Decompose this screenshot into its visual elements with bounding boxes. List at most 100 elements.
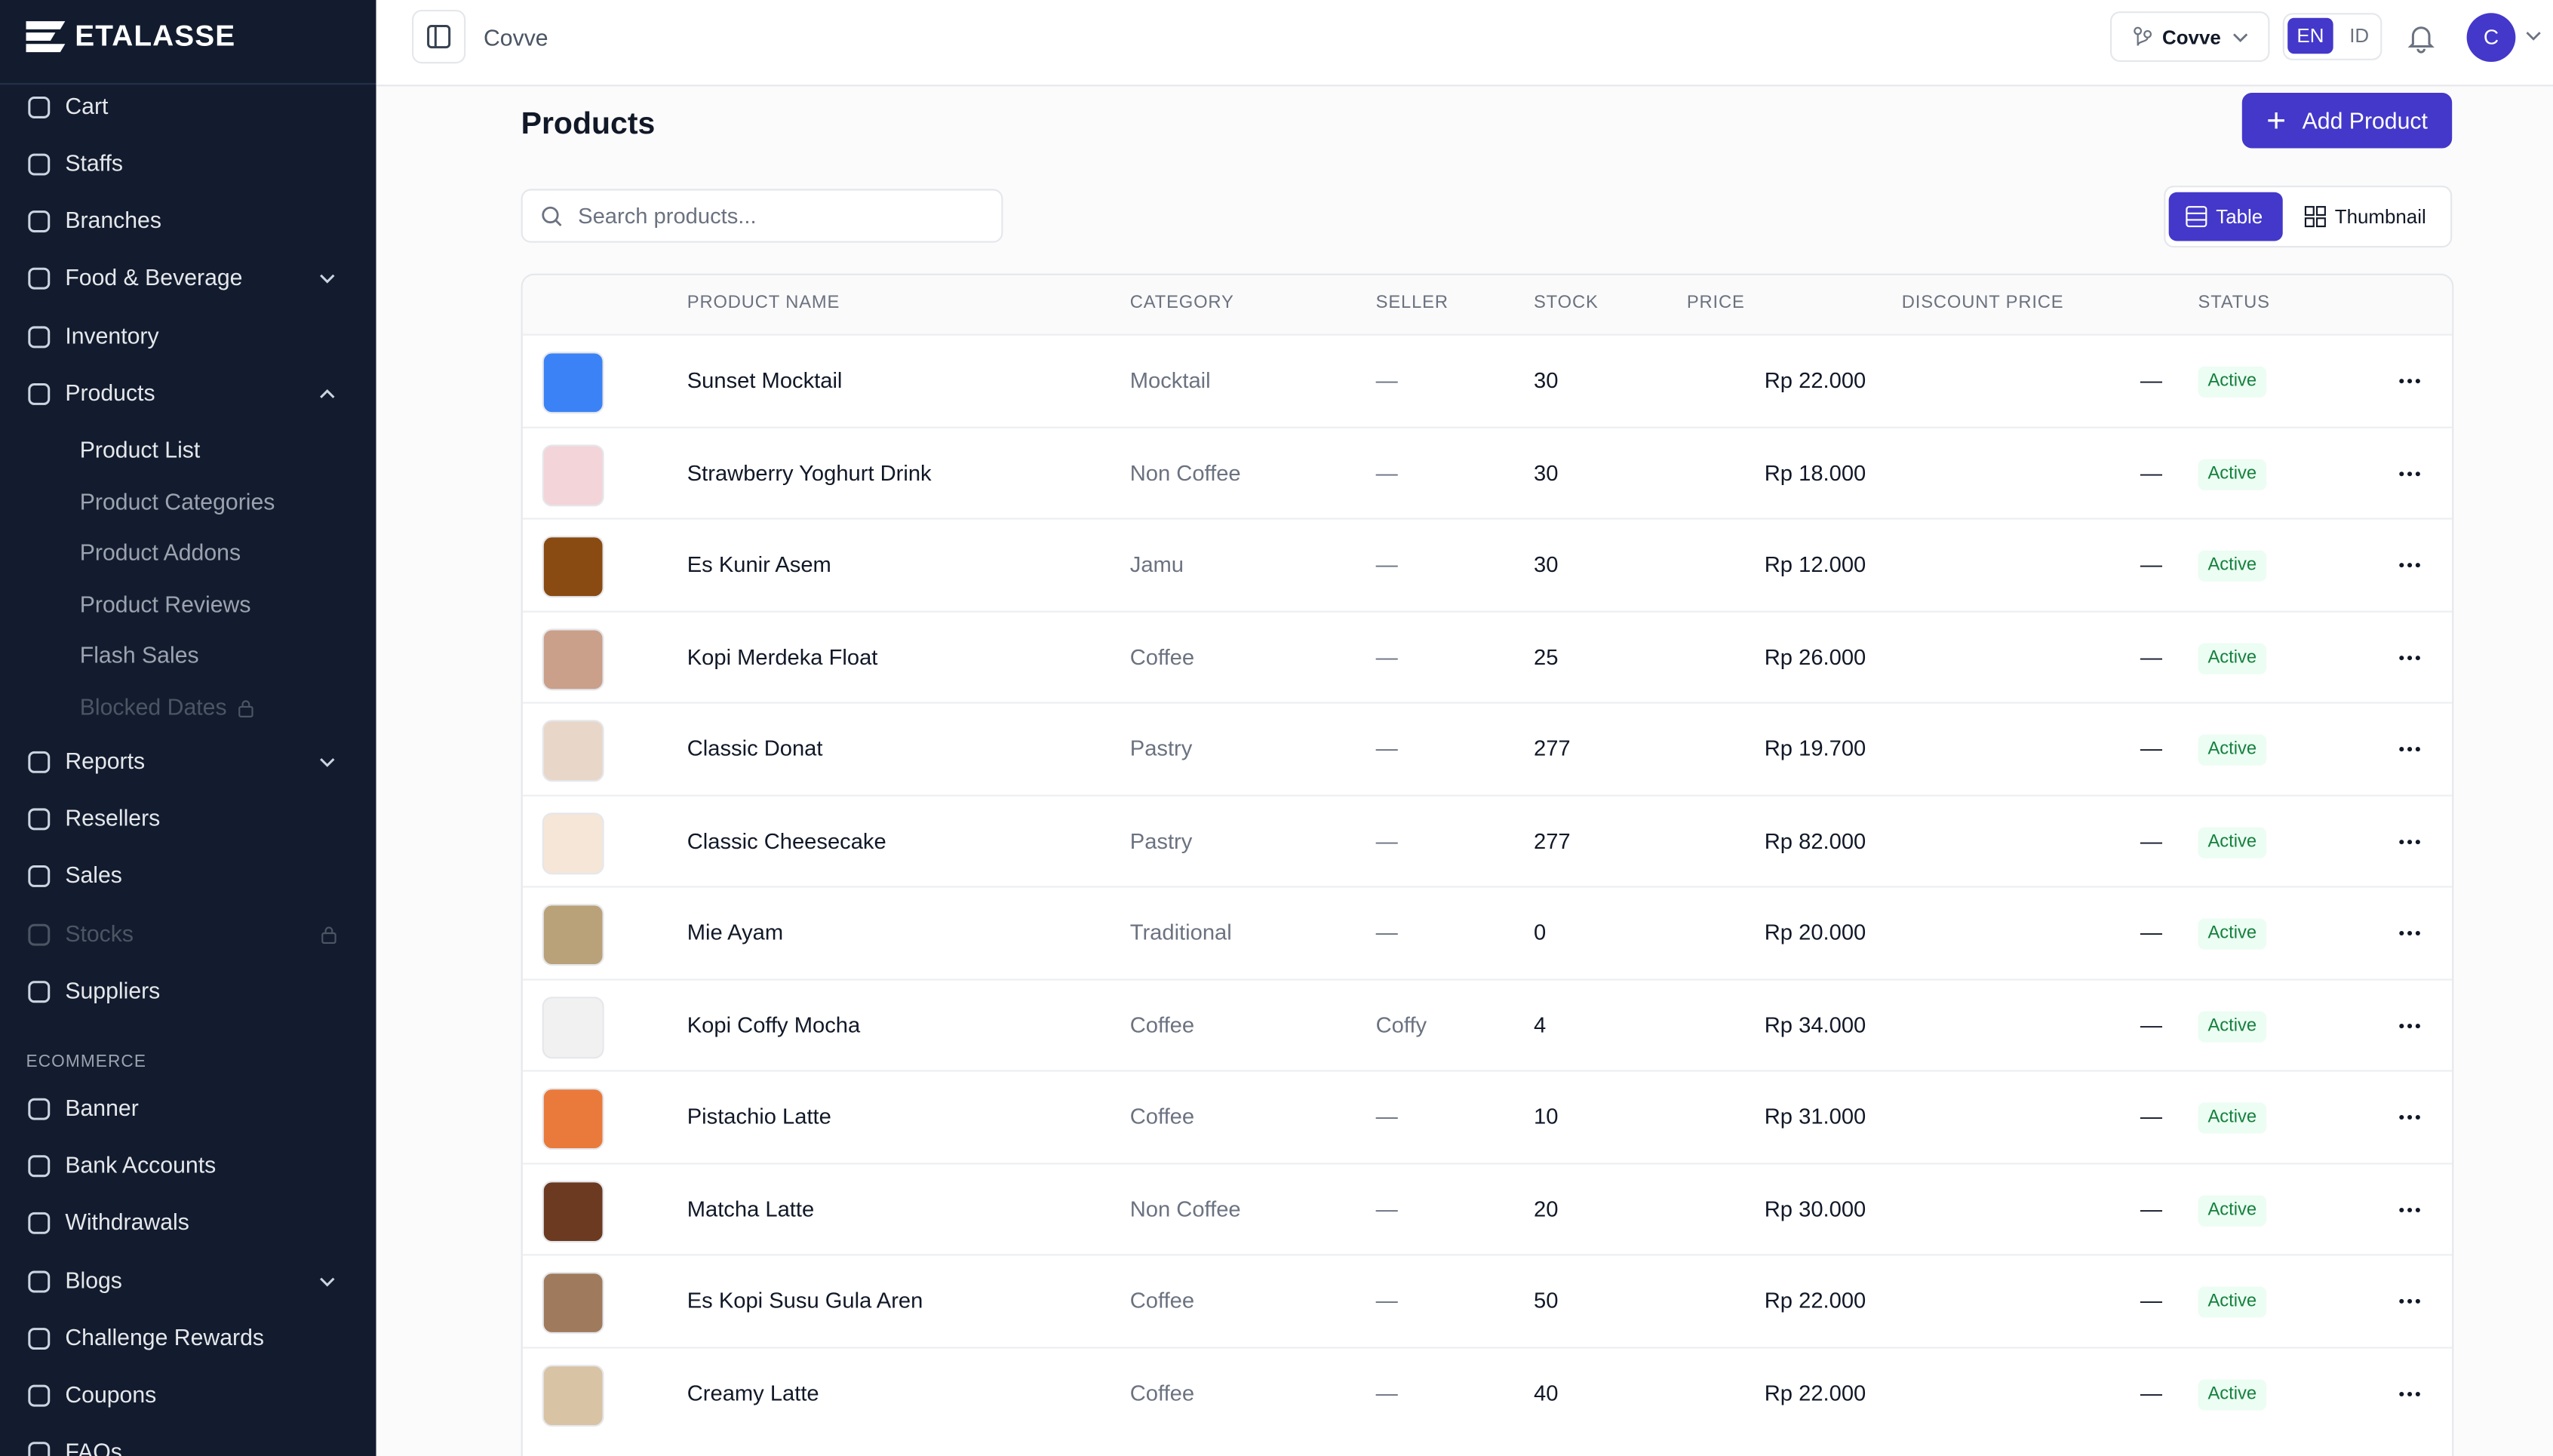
- column-header: CATEGORY: [1129, 293, 1234, 313]
- row-actions[interactable]: [2398, 837, 2421, 846]
- row-actions[interactable]: [2398, 561, 2421, 570]
- table-row[interactable]: Classic Cheesecake Pastry — 277 Rp 82.000 — Ac…: [522, 794, 2453, 887]
- category: Coffee: [1129, 1104, 1195, 1129]
- menu-item[interactable]: Banner: [65, 1094, 139, 1121]
- search-placeholder: Search products...: [578, 203, 757, 229]
- status-badge: Active: [2198, 550, 2267, 582]
- chevron: [320, 389, 335, 398]
- product-name: Creamy Latte: [687, 1380, 819, 1405]
- price: Rp 18.000: [1764, 459, 1866, 485]
- view-option[interactable]: Thumbnail: [2287, 192, 2444, 241]
- topbar: Covve Covve C EN ID: [376, 0, 2553, 87]
- menu-item[interactable]: Coupons: [65, 1381, 157, 1408]
- submenu-item[interactable]: Product List: [79, 436, 201, 463]
- row-actions[interactable]: [2398, 468, 2421, 478]
- icon: [28, 326, 51, 349]
- category: Coffee: [1129, 1288, 1195, 1313]
- seller: —: [1375, 828, 1398, 853]
- status-badge: Active: [2198, 1194, 2267, 1226]
- table-row[interactable]: Sunset Mocktail Mocktail — 30 Rp 22.000 — Acti…: [522, 333, 2453, 428]
- icon: [28, 980, 51, 1003]
- price: Rp 34.000: [1764, 1012, 1866, 1037]
- row-actions[interactable]: [2398, 376, 2421, 386]
- table-row[interactable]: Es Kunir Asem Jamu — 30 Rp 12.000 — Active: [522, 518, 2453, 612]
- language-option[interactable]: ID: [2349, 24, 2370, 48]
- seller: Coffy: [1375, 1012, 1427, 1037]
- discount-price: —: [2140, 1288, 2163, 1313]
- notifications[interactable]: [2405, 21, 2438, 54]
- row-actions[interactable]: [2398, 1204, 2421, 1214]
- submenu-item[interactable]: Flash Sales: [79, 641, 199, 668]
- menu-item[interactable]: Withdrawals: [65, 1209, 189, 1236]
- price: Rp 19.700: [1764, 736, 1866, 761]
- menu-item[interactable]: Sales: [65, 862, 122, 889]
- row-actions[interactable]: [2398, 929, 2421, 938]
- table-row[interactable]: Strawberry Yoghurt Drink Non Coffee — 30 Rp …: [522, 425, 2453, 520]
- status-badge: Active: [2198, 1102, 2267, 1134]
- seller: —: [1375, 1104, 1398, 1129]
- icon: [28, 1442, 51, 1456]
- row-actions[interactable]: [2398, 1388, 2421, 1398]
- product-thumbnail: [542, 1088, 604, 1150]
- menu-item[interactable]: Challenge Rewards: [65, 1323, 265, 1350]
- menu-item[interactable]: Branches: [65, 207, 161, 233]
- product-thumbnail: [542, 352, 604, 414]
- product-thumbnail: [542, 1180, 604, 1243]
- search-input[interactable]: Search products...: [521, 189, 1003, 243]
- product-thumbnail: [542, 444, 604, 506]
- table-row[interactable]: Matcha Latte Non Coffee — 20 Rp 30.000 — Activ…: [522, 1162, 2453, 1255]
- category: Coffee: [1129, 1012, 1195, 1037]
- table-row[interactable]: Kopi Coffy Mocha Coffee Coffy 4 Rp 34.000 — Ac…: [522, 978, 2453, 1071]
- product-thumbnail: [542, 904, 604, 966]
- table-row[interactable]: Kopi Merdeka Float Coffee — 25 Rp 26.000 — Act…: [522, 610, 2453, 703]
- row-actions[interactable]: [2398, 653, 2421, 662]
- menu-item[interactable]: Suppliers: [65, 976, 161, 1003]
- submenu-item[interactable]: Product Reviews: [79, 590, 251, 617]
- table-row[interactable]: Classic Donat Pastry — 277 Rp 19.700 — Active: [522, 702, 2453, 795]
- product-name: Kopi Merdeka Float: [687, 644, 878, 669]
- seller: —: [1375, 736, 1398, 761]
- menu-item[interactable]: Resellers: [65, 804, 161, 831]
- menu-item[interactable]: Bank Accounts: [65, 1151, 217, 1178]
- status-badge: Active: [2198, 1010, 2267, 1042]
- discount-price: —: [2140, 736, 2163, 761]
- stock: 0: [1533, 920, 1547, 945]
- menu-item[interactable]: Cart: [65, 93, 109, 119]
- branch-select[interactable]: Covve: [2109, 11, 2270, 63]
- menu-item[interactable]: Blogs: [65, 1266, 122, 1293]
- stock: 20: [1533, 1196, 1559, 1221]
- view-option[interactable]: Table: [2168, 192, 2283, 241]
- row-actions[interactable]: [2398, 1112, 2421, 1122]
- product-thumbnail: [542, 1364, 604, 1427]
- product-name: Kopi Coffy Mocha: [687, 1012, 861, 1037]
- submenu-item[interactable]: Product Categories: [79, 487, 275, 515]
- menu-item[interactable]: FAQs: [65, 1438, 122, 1456]
- menu-item[interactable]: Products: [65, 379, 155, 406]
- sidebar: ETALASSE Cart Staffs Branches Food & Bevera…: [0, 0, 376, 1456]
- product-thumbnail: [542, 996, 604, 1058]
- table-row[interactable]: Mie Ayam Traditional — 0 Rp 20.000 — Active: [522, 886, 2453, 979]
- menu-item[interactable]: Staffs: [65, 149, 124, 177]
- sidebar-toggle[interactable]: [412, 9, 466, 64]
- menu-item[interactable]: Reports: [65, 747, 146, 774]
- language-option[interactable]: EN: [2287, 17, 2333, 54]
- add-product-button[interactable]: Add Product: [2241, 93, 2453, 149]
- stock: 30: [1533, 551, 1559, 577]
- row-actions[interactable]: [2398, 1021, 2421, 1031]
- menu-item[interactable]: Food & Beverage: [65, 263, 243, 290]
- divider: [0, 83, 376, 85]
- table-header: [522, 275, 2453, 334]
- chevron: [320, 757, 335, 767]
- avatar[interactable]: C: [2466, 13, 2516, 63]
- row-actions[interactable]: [2398, 745, 2421, 754]
- category: Jamu: [1129, 551, 1184, 577]
- table-row[interactable]: Pistachio Latte Coffee — 10 Rp 31.000 — Active: [522, 1070, 2453, 1163]
- table-row[interactable]: Creamy Latte Coffee — 40 Rp 22.000 — Active: [522, 1346, 2453, 1439]
- submenu-item[interactable]: Product Addons: [79, 539, 241, 566]
- table-row[interactable]: Es Kopi Susu Gula Aren Coffee — 50 Rp 22.000…: [522, 1254, 2453, 1347]
- stock: 50: [1533, 1288, 1559, 1313]
- menu-item[interactable]: Inventory: [65, 322, 159, 349]
- discount-price: —: [2140, 1380, 2163, 1405]
- seller: —: [1375, 551, 1398, 577]
- row-actions[interactable]: [2398, 1296, 2421, 1306]
